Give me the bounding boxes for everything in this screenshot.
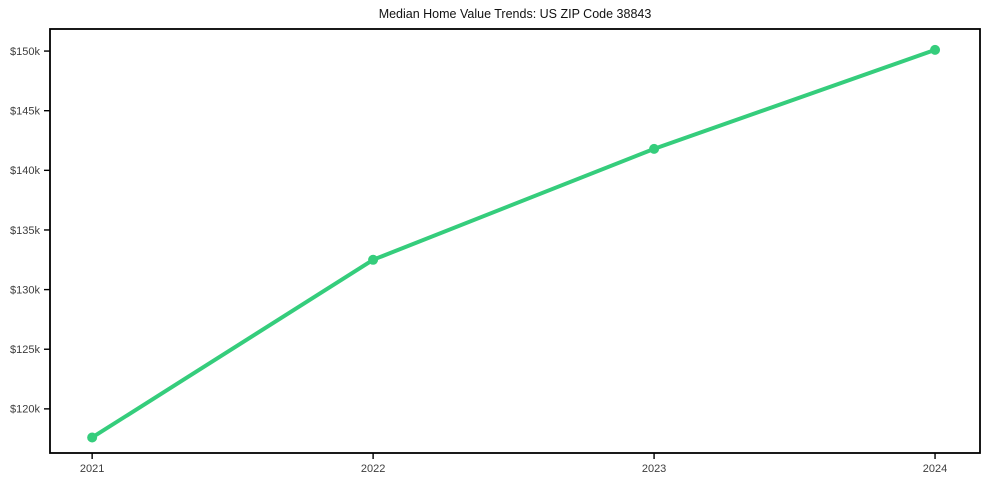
plot-border [49,28,981,454]
x-axis-tick-label: 2024 [923,463,947,475]
data-point-marker [87,432,98,443]
y-axis-tick-label: $130k [10,284,40,296]
y-axis-tick-label: $135k [10,225,40,237]
y-axis-tick-label: $145k [10,105,40,117]
x-axis-tick-label: 2023 [642,463,666,475]
data-point-marker [649,143,660,154]
y-axis-tick-label: $125k [10,344,40,356]
trend-line [90,47,938,440]
x-axis-tick-label: 2021 [80,463,104,475]
y-axis-tick-label: $140k [10,165,40,177]
data-point-marker [368,254,379,265]
y-axis-tick-label: $120k [10,404,40,416]
y-axis-tick-label: $150k [10,46,40,58]
data-point-marker [930,44,941,55]
x-axis-tick-label: 2022 [361,463,385,475]
chart-title: Median Home Value Trends: US ZIP Code 38… [378,7,652,21]
